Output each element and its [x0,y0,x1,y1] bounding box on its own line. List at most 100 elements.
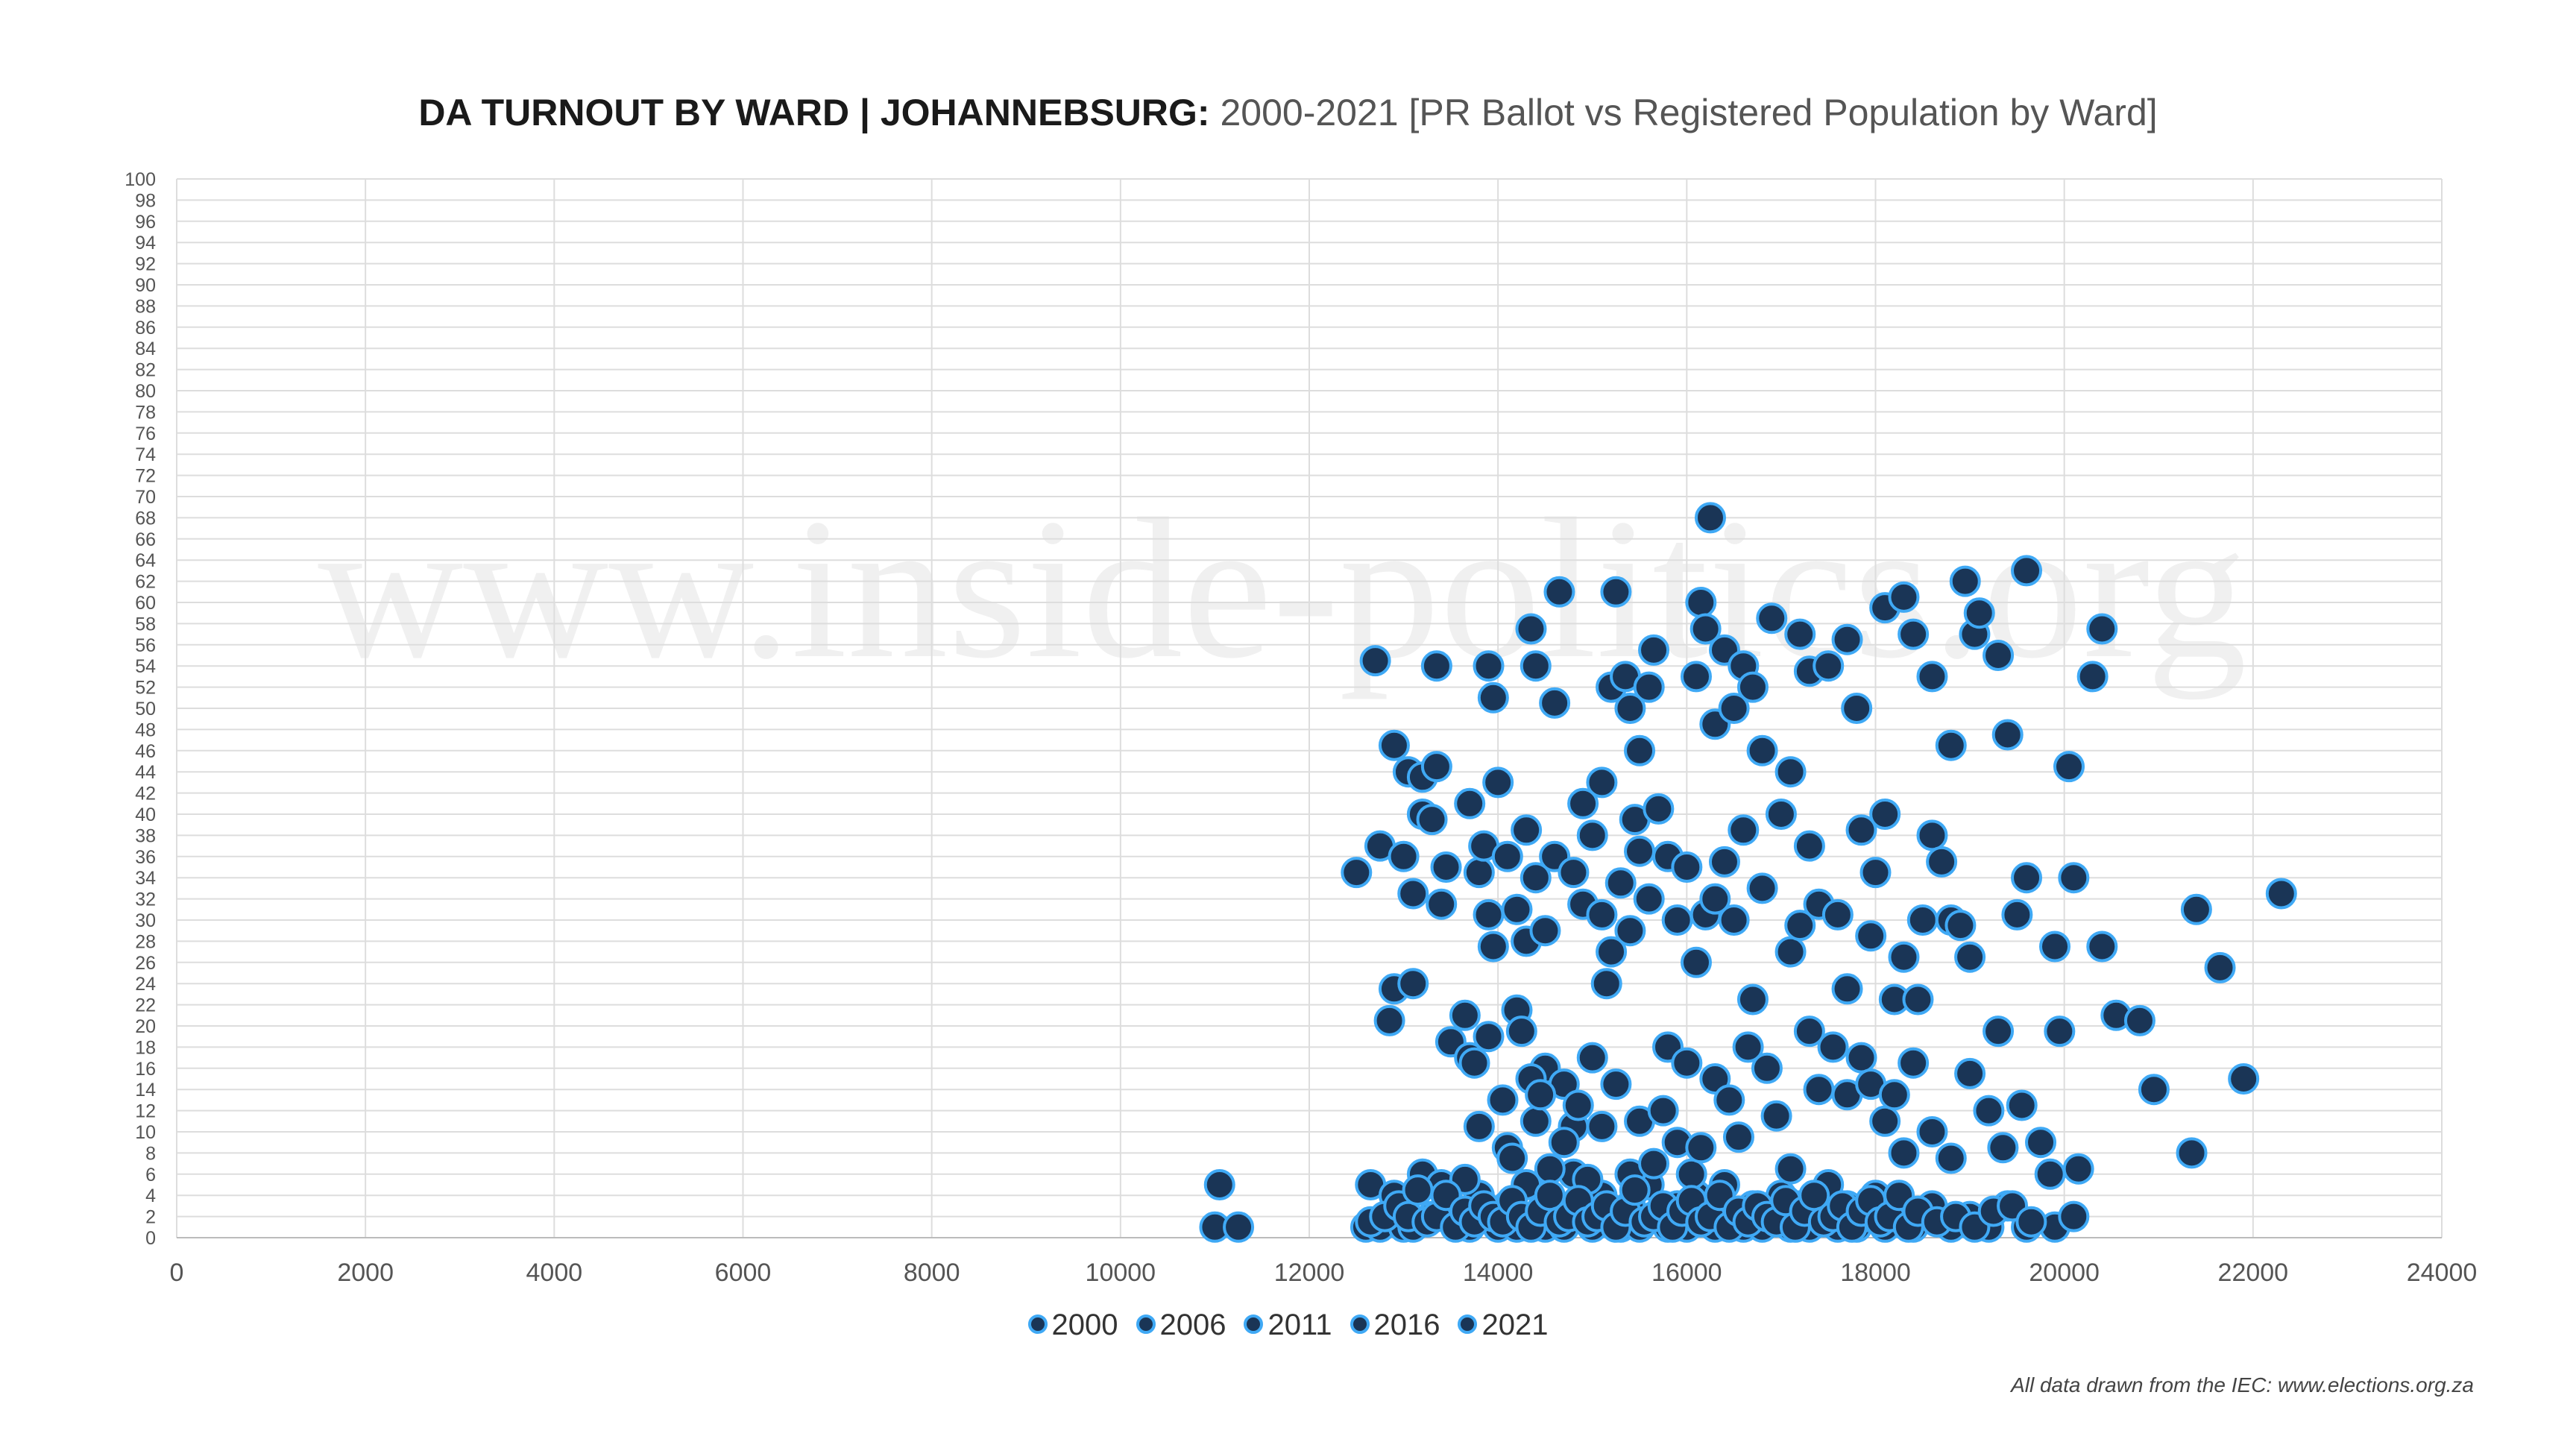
data-point [2015,1206,2047,1238]
y-tick-label: 72 [135,466,156,487]
data-point [1430,851,1462,883]
y-tick-label: 52 [135,678,156,699]
y-tick-label: 34 [135,868,156,889]
y-tick-label: 4 [145,1185,156,1206]
data-point [1713,1084,1745,1116]
y-tick-label: 36 [135,847,156,868]
data-point [1916,819,1948,851]
data-point [1501,893,1533,925]
data-point [2058,862,2090,894]
data-point [1869,799,1901,830]
data-point [1463,1110,1495,1142]
data-point [2180,893,2212,925]
data-point [2039,931,2071,963]
data-point [1746,872,1778,904]
data-point [1420,751,1452,783]
data-point [1543,576,1575,608]
data-point [1973,1095,2005,1127]
legend-marker-icon [1244,1314,1264,1335]
data-point [1402,1174,1434,1206]
data-point [1831,973,1863,1005]
data-point [1954,941,1986,973]
data-point [1685,587,1717,618]
y-tick-label: 14 [135,1080,156,1100]
data-point [1567,787,1599,819]
data-point [2011,555,2043,587]
data-point [1373,1004,1405,1036]
data-point [1638,1147,1670,1180]
data-point [1869,1105,1901,1137]
y-tick-label: 76 [135,423,156,444]
data-point [1987,1132,2019,1164]
data-point [1841,693,1873,724]
data-point [1944,910,1977,942]
data-point [1520,1105,1552,1137]
x-tick-label: 8000 [904,1259,960,1287]
x-tick-label: 4000 [526,1259,583,1287]
data-point [1916,661,1948,693]
data-point [2053,751,2085,783]
data-point [2138,1074,2170,1106]
x-tick-label: 24000 [2407,1259,2478,1287]
legend-marker-icon [1027,1314,1048,1335]
data-point [1906,904,1939,936]
legend-label: 2000 [1051,1309,1118,1341]
data-point [1359,645,1391,677]
data-point [1661,904,1693,936]
data-point [1586,766,1618,799]
y-tick-label: 78 [135,402,156,423]
data-point [1694,502,1726,534]
data-point [1888,941,1920,973]
data-point [1699,1063,1731,1095]
data-point [1449,999,1481,1031]
data-point [1473,650,1505,682]
data-point [1760,1100,1792,1132]
x-tick-label: 16000 [1651,1259,1722,1287]
data-point [1963,597,1995,629]
x-axis-ticks: 0 2000 4000 6000 8000 10000 12000 14000 16000 180… [170,1259,2478,1287]
y-tick-label: 12 [135,1101,156,1122]
source-note: All data drawn from the IEC: www.electio… [2011,1373,2474,1397]
data-point [2025,1127,2057,1159]
data-point [1619,1174,1651,1206]
y-tick-label: 88 [135,296,156,317]
data-points [1199,502,2297,1243]
chart-title-light: 2000-2021 [PR Ballot vs Registered Popul… [1220,92,2158,133]
data-point [1458,1047,1490,1079]
x-tick-label: 20000 [2029,1259,2100,1287]
data-point [1983,640,2015,671]
data-point [1558,857,1590,889]
y-tick-label: 10 [135,1122,156,1143]
data-point [1718,693,1750,724]
data-point [1898,618,1930,650]
data-point [1751,1052,1783,1084]
data-point [2086,613,2118,645]
y-tick-label: 64 [135,550,156,571]
data-point [1774,936,1807,968]
y-tick-label: 66 [135,529,156,550]
y-tick-label: 22 [135,995,156,1016]
y-tick-label: 58 [135,614,156,635]
y-tick-label: 62 [135,572,156,593]
y-axis-ticks: 0246810121416182022242628303234363840424… [125,169,156,1249]
data-point [1736,671,1769,703]
data-point [1600,1068,1632,1100]
data-point [1454,787,1486,819]
data-point [1473,1021,1505,1053]
y-tick-label: 74 [135,444,156,465]
data-point [1784,910,1816,942]
y-tick-label: 60 [135,593,156,614]
chart-title: DA TURNOUT BY WARD | JOHANNEBSURG: 2000-… [0,91,2576,134]
y-tick-label: 20 [135,1016,156,1037]
data-point [1793,1016,1825,1048]
data-point [2228,1063,2260,1095]
data-point [1586,898,1618,931]
legend-item-2000: 2000 [1027,1309,1118,1342]
data-point [1520,862,1552,894]
y-tick-label: 100 [125,169,156,190]
data-point [1511,814,1543,846]
data-point [1845,1042,1877,1074]
data-point [1680,946,1712,978]
data-point [1203,1169,1235,1200]
data-point [1576,819,1608,851]
